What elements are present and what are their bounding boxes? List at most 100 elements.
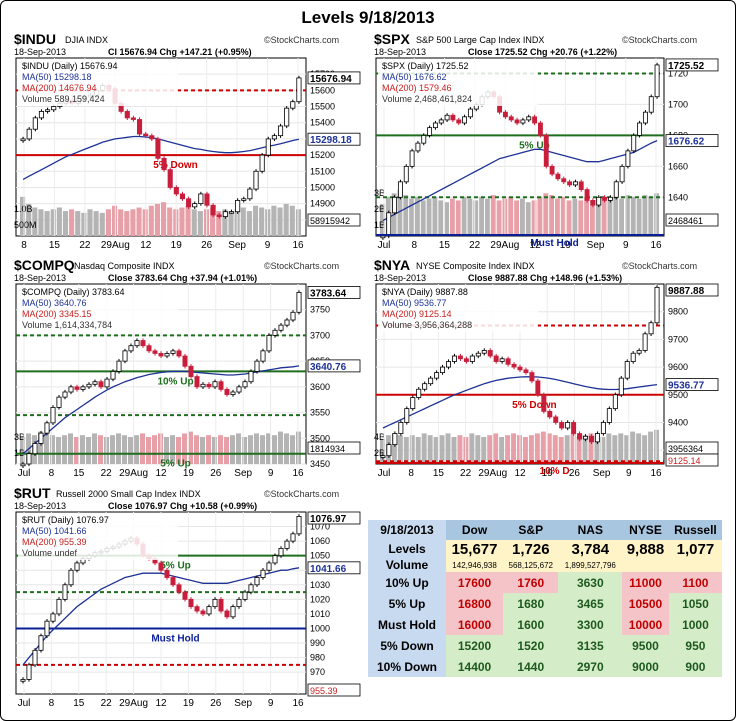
- volume-bar: [124, 211, 130, 236]
- volume-bar: [648, 196, 654, 236]
- volume-bar: [118, 209, 124, 236]
- table-cell: 1520: [503, 635, 559, 656]
- candle-body: [56, 598, 62, 615]
- volume-bar: [455, 200, 461, 236]
- candle-body: [170, 577, 176, 586]
- candle-body: [428, 377, 434, 385]
- candle-body: [44, 422, 50, 434]
- candle-body: [188, 365, 194, 377]
- volume-bar: [38, 209, 44, 236]
- table-cell: 9000: [622, 656, 669, 677]
- volume-bar: [271, 205, 277, 236]
- volume-bar: [558, 437, 564, 464]
- candle-body: [493, 355, 499, 362]
- volume-bar: [200, 437, 205, 464]
- candle-body: [68, 386, 74, 393]
- candle-body: [44, 620, 50, 637]
- volume-bar: [578, 200, 584, 236]
- row-label: Must Hold: [368, 614, 446, 635]
- candle-body: [561, 178, 567, 183]
- last-price-label: 1076.97: [310, 514, 347, 525]
- volume-bar: [493, 433, 499, 464]
- volume-bar: [248, 435, 253, 464]
- candle-body: [26, 453, 32, 465]
- chart-symbol: $RUT: [14, 486, 51, 501]
- volume-bar: [490, 195, 496, 236]
- candle-body: [51, 106, 57, 111]
- volume-bar: [426, 198, 432, 236]
- volume-bar: [380, 203, 385, 236]
- volume-bar: [522, 437, 528, 464]
- volume-bar: [636, 198, 642, 236]
- volume-bar: [98, 435, 103, 464]
- volume-bar: [283, 203, 289, 236]
- volume-tick-label: 3B: [374, 188, 385, 198]
- ma50-label: 9536.77: [668, 381, 705, 392]
- candle-body: [200, 383, 206, 388]
- candle-body: [62, 391, 68, 398]
- volume-label-box: [307, 441, 361, 455]
- legend-entry: $COMPQ (Daily) 3783.64: [22, 287, 125, 297]
- volume-bar: [105, 209, 111, 236]
- candle-body: [182, 355, 188, 367]
- candle-body: [271, 135, 277, 140]
- volume-bar: [228, 211, 234, 236]
- legend-bg: [18, 60, 178, 106]
- legend-entry: Volume 589,159,424: [22, 94, 105, 104]
- volume-bar: [152, 435, 157, 464]
- candle-body: [590, 199, 596, 206]
- candle-body: [481, 350, 487, 354]
- volume-bar: [44, 211, 50, 236]
- table-cell: 15200: [446, 635, 504, 656]
- volume-bar: [433, 437, 439, 464]
- y-tick-label: 15400: [310, 118, 335, 128]
- levels-row: Levels 15,677 1,726 3,784 9,888 1,077: [368, 540, 722, 558]
- candle-body: [260, 569, 266, 578]
- legend-entry: $INDU (Daily) 15676.94: [22, 61, 118, 71]
- candle-body: [254, 577, 260, 586]
- table-cell: 900: [668, 656, 722, 677]
- y-tick-label: 3450: [310, 459, 330, 469]
- candle-body: [176, 350, 182, 357]
- candle-body: [410, 397, 416, 410]
- volume-bar: [549, 195, 554, 236]
- table-cell: 10500: [622, 593, 669, 614]
- volume-row: Volume 142,946,938 568,125,672 1,899,527…: [368, 558, 722, 572]
- x-tick-label: 29Aug: [101, 240, 130, 251]
- table-cell: 11000: [622, 572, 669, 593]
- volume-bar: [439, 435, 445, 464]
- legend-entry: Volume 3,956,364,288: [382, 320, 472, 330]
- candle-body: [128, 345, 134, 352]
- candle-body: [456, 119, 462, 124]
- candle-body: [20, 679, 26, 682]
- ma50-line: [22, 567, 300, 666]
- volume-bar: [514, 200, 519, 236]
- level-rows: 10% Up 17600 1760 3630 11000 1100 5% Up 16800 16…: [368, 572, 722, 677]
- x-tick-label: 12: [140, 240, 152, 251]
- candle-body: [547, 410, 553, 418]
- volume-nas: 1,899,527,796: [558, 558, 623, 572]
- candle-body: [248, 371, 254, 383]
- y-tick-label: 1010: [310, 609, 330, 619]
- volume-bar: [520, 198, 525, 236]
- candle-body: [50, 407, 56, 424]
- volume-bar: [543, 193, 549, 236]
- level-dow: 15,677: [446, 540, 504, 558]
- x-tick-label: 22: [469, 240, 481, 251]
- candle-body: [421, 134, 427, 144]
- candle-body: [583, 435, 589, 440]
- candle-body: [247, 188, 253, 200]
- candle-body: [122, 350, 128, 362]
- table-cell: 950: [668, 635, 722, 656]
- volume-bar: [146, 437, 151, 464]
- y-tick-label: 15200: [310, 150, 335, 160]
- candle-body: [45, 109, 51, 112]
- candle-body: [290, 311, 296, 321]
- volume-bar: [68, 433, 73, 464]
- volume-bar: [188, 431, 193, 464]
- x-tick-label: 9: [265, 240, 271, 251]
- candle-body: [110, 371, 116, 380]
- candle-body: [571, 422, 577, 434]
